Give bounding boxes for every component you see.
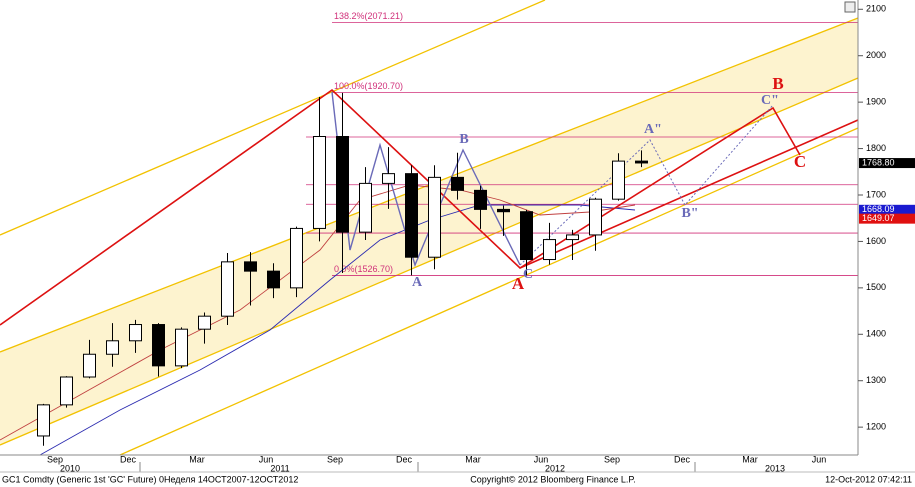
- candle-body: [244, 261, 257, 272]
- x-year-label: 2012: [545, 463, 565, 473]
- footer-left: GC1 Comdty (Generic 1st 'GC' Future) 0Не…: [2, 474, 298, 484]
- candle-body: [635, 160, 648, 164]
- y-tick-label: 1600: [866, 236, 886, 246]
- price-tag: [859, 158, 915, 169]
- x-year-label: 2013: [765, 463, 785, 473]
- candle-body: [83, 353, 96, 378]
- x-tick-label: Sep: [47, 454, 63, 464]
- wave-label: B: [772, 74, 783, 93]
- candle-body: [612, 160, 625, 200]
- candle-body: [497, 208, 510, 213]
- x-tick-label: Jun: [534, 454, 549, 464]
- wave-label: A: [512, 274, 525, 293]
- price-tag: [859, 204, 915, 215]
- y-tick-label: 1400: [866, 329, 886, 339]
- moving-averages: [39, 204, 636, 456]
- candle-body: [520, 211, 533, 261]
- candle-body: [382, 173, 395, 184]
- wave-label: C: [794, 152, 806, 171]
- y-tick-label: 1200: [866, 422, 886, 432]
- footer-center: Copyright© 2012 Bloomberg Finance L.P.: [470, 474, 636, 484]
- y-tick-label: 1300: [866, 375, 886, 385]
- wave-lines: [0, 88, 859, 326]
- x-tick-label: Mar: [742, 454, 758, 464]
- candle-body: [60, 376, 73, 406]
- y-tick-label: 1500: [866, 282, 886, 292]
- candle-body: [152, 324, 165, 367]
- wave-label: B": [681, 206, 698, 221]
- fib-label: 100.0%(1920.70): [334, 81, 403, 91]
- x-tick-label: Jun: [812, 454, 827, 464]
- x-tick-label: Dec: [120, 454, 137, 464]
- y-tick-label: 1700: [866, 189, 886, 199]
- candle-body: [359, 182, 372, 233]
- candle-body: [543, 239, 556, 261]
- menu-icon[interactable]: [844, 1, 856, 13]
- candle-body: [290, 227, 303, 289]
- candle-body: [566, 234, 579, 241]
- x-tick-label: Sep: [327, 454, 343, 464]
- candle-body: [589, 198, 602, 236]
- candle-body: [37, 404, 50, 437]
- wave-label: B: [459, 132, 468, 147]
- y-tick-label: 1900: [866, 97, 886, 107]
- price-tag-label: 1768.80: [862, 157, 895, 167]
- x-year-label: 2010: [60, 463, 80, 473]
- x-tick-label: Sep: [604, 454, 620, 464]
- candle-body: [313, 136, 326, 229]
- candle-body: [474, 189, 487, 210]
- x-year-label: 2011: [270, 463, 289, 473]
- x-tick-label: Mar: [465, 454, 481, 464]
- candle-body: [451, 176, 464, 191]
- candle-body: [106, 340, 119, 355]
- candle-body: [336, 136, 349, 233]
- candle-body: [405, 173, 418, 258]
- price-tag-label: 1649.07: [862, 213, 895, 223]
- price-tag-label: 1668.09: [862, 204, 895, 214]
- candle-body: [221, 261, 234, 317]
- x-tick-label: Jun: [259, 454, 274, 464]
- candle-body: [267, 270, 280, 289]
- footer-right: 12-Oct-2012 07:42:11: [825, 474, 912, 484]
- y-tick-label: 2100: [866, 4, 886, 14]
- y-tick-label: 1800: [866, 143, 886, 153]
- candle-body: [175, 328, 188, 367]
- x-tick-label: Mar: [189, 454, 205, 464]
- fib-label: 0.0%(1526.70): [334, 264, 393, 274]
- wave-label: A: [412, 275, 423, 290]
- y-tick-label: 2000: [866, 50, 886, 60]
- candle-body: [428, 176, 441, 258]
- price-tag: [859, 213, 915, 224]
- fib-label: 138.2%(2071.21): [334, 11, 403, 21]
- wave-label: A": [644, 122, 662, 137]
- x-tick-label: Dec: [674, 454, 691, 464]
- candle-body: [198, 315, 211, 330]
- x-tick-label: Dec: [396, 454, 413, 464]
- moving-averages: [0, 184, 636, 441]
- wave-label: C: [523, 267, 533, 282]
- candle-body: [129, 324, 142, 342]
- wave-label: C": [761, 93, 779, 108]
